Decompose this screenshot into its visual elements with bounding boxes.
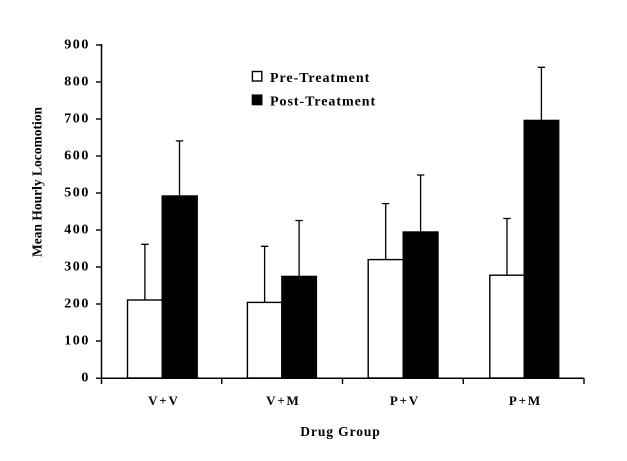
svg-text:200: 200 [64, 297, 90, 312]
svg-text:P+M: P+M [509, 393, 542, 408]
svg-text:800: 800 [64, 75, 90, 90]
svg-text:900: 900 [64, 38, 90, 53]
svg-text:300: 300 [64, 260, 90, 275]
svg-text:V+M: V+M [266, 393, 300, 408]
svg-text:Mean Hourly Locomotion: Mean Hourly Locomotion [29, 107, 44, 257]
svg-text:500: 500 [64, 186, 90, 201]
svg-text:600: 600 [64, 149, 90, 164]
svg-text:100: 100 [64, 334, 90, 349]
svg-text:700: 700 [64, 112, 90, 127]
svg-text:0: 0 [81, 371, 90, 386]
svg-text:Drug Group: Drug Group [300, 424, 380, 439]
svg-text:P+V: P+V [390, 393, 420, 408]
svg-text:400: 400 [64, 223, 90, 238]
svg-text:Pre-Treatment: Pre-Treatment [270, 71, 370, 86]
svg-text:V+V: V+V [148, 393, 180, 408]
svg-text:Post-Treatment: Post-Treatment [270, 95, 376, 110]
